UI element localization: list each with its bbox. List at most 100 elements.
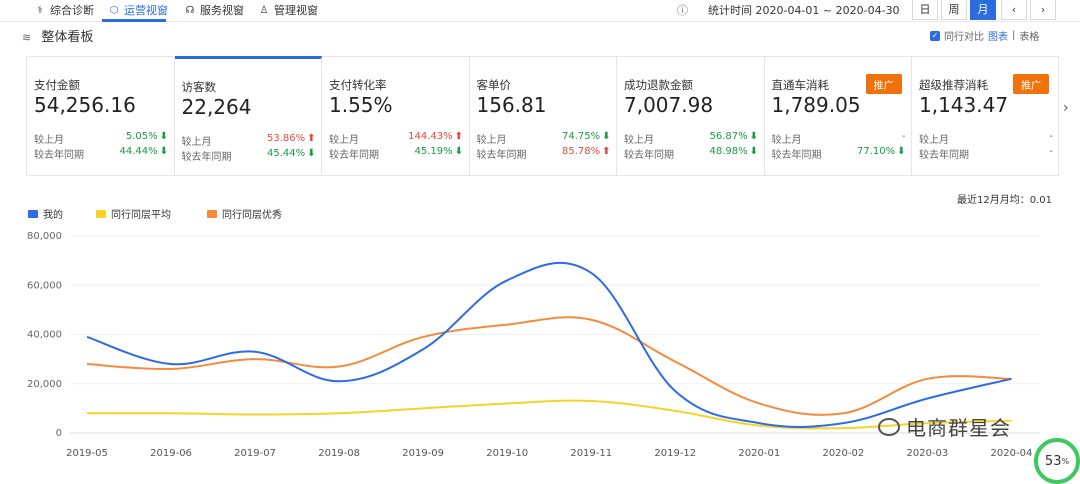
x-tick-label: 2020-01 — [738, 448, 780, 459]
kpi-yoy-label: 较去年同期 — [624, 150, 674, 161]
kpi-card[interactable]: 超级推荐消耗 1,143.47 推广 较上月 - 较去年同期 - — [912, 57, 1060, 175]
arrow-up-icon: ⬆ — [307, 133, 316, 144]
kpi-mom-label: 较上月 — [34, 135, 64, 146]
kpi-card[interactable]: 支付金额 54,256.16 较上月 5.05% ⬇ 较去年同期 44.44% ⬇ — [27, 57, 175, 175]
x-tick-label: 2019-09 — [402, 448, 444, 459]
promote-badge[interactable]: 推广 — [1013, 74, 1049, 94]
layers-icon: ≋ — [22, 31, 32, 44]
kpi-yoy-label: 较去年同期 — [181, 152, 232, 163]
kpi-yoy-value: 45.19% ⬇ — [414, 146, 463, 157]
tab-management[interactable]: ♙ 管理视窗 — [258, 2, 318, 18]
arrow-down-icon: ⬇ — [159, 131, 168, 142]
kpi-mom-label: 较上月 — [624, 135, 654, 146]
compare-toggle: ✓ 同行对比 图表 | 表格 — [930, 28, 1039, 43]
kpi-title: 超级推荐消耗 — [919, 78, 988, 92]
kpi-mom-label: 较上月 — [329, 135, 359, 146]
legend-label: 同行同层优秀 — [222, 210, 282, 221]
watermark-text: 电商群星会 — [906, 416, 1011, 440]
kpi-mom-row: 较上月 53.86% ⬆ — [182, 133, 316, 148]
x-tick-label: 2019-07 — [234, 448, 276, 459]
info-icon[interactable]: ⓘ — [677, 4, 688, 17]
kpi-value: 54,256.16 — [34, 93, 136, 117]
compare-label: 同行对比 — [944, 32, 984, 43]
kpi-card[interactable]: 支付转化率 1.55% 较上月 144.43% ⬆ 较去年同期 45.19% ⬇ — [322, 57, 470, 175]
tab-label: 管理视窗 — [274, 4, 318, 17]
kpi-mom-row: 较上月 56.87% ⬇ — [624, 131, 758, 146]
legend-item-top[interactable]: 同行同层优秀 — [207, 206, 282, 221]
kpi-title: 访客数 — [181, 80, 217, 94]
next-period-button[interactable]: › — [1030, 0, 1056, 20]
compare-checkbox[interactable]: ✓ — [930, 30, 940, 41]
kpi-title: 成功退款金额 — [624, 78, 693, 92]
y-tick-label: 60,000 — [27, 280, 62, 291]
arrow-down-icon: ⬇ — [307, 148, 316, 159]
kpi-yoy-pct: 45.19% — [414, 146, 453, 157]
kpi-mom-label: 较上月 — [181, 137, 212, 148]
active-tab-underline — [102, 19, 166, 22]
kpi-value: 156.81 — [476, 93, 547, 117]
series-line-avg — [86, 399, 1012, 430]
kpi-yoy-row: 较去年同期 77.10% ⬇ — [772, 146, 906, 161]
y-tick-label: 0 — [56, 428, 62, 439]
promote-badge[interactable]: 推广 — [865, 74, 902, 94]
kpi-value: 1,143.47 — [919, 93, 1009, 117]
kpi-yoy-value: - — [1049, 146, 1053, 157]
tab-diagnosis[interactable]: ⚕ 综合诊断 — [34, 2, 94, 18]
kpi-title: 支付转化率 — [329, 78, 387, 92]
top-nav: ⚕ 综合诊断 ⬡ 运营视窗 ☊ 服务视窗 ♙ 管理视窗 ⓘ 统计时间 2020-… — [0, 0, 1080, 22]
kpi-mom-value: 74.75% ⬇ — [562, 131, 611, 142]
legend-label: 我的 — [43, 210, 63, 221]
x-tick-label: 2020-02 — [822, 448, 864, 459]
kpi-yoy-pct: 44.44% — [119, 146, 158, 157]
wechat-icon — [878, 417, 900, 436]
x-tick-label: 2019-06 — [150, 448, 192, 459]
kpi-title: 直通车消耗 — [771, 78, 830, 92]
kpi-title: 支付金额 — [34, 78, 80, 92]
kpi-mom-pct: - — [901, 131, 906, 142]
chevron-right-icon[interactable]: › — [1063, 100, 1069, 116]
watermark: 电商群星会 — [878, 412, 1011, 441]
view-chart-link[interactable]: 图表 — [988, 32, 1008, 43]
legend-item-me[interactable]: 我的 — [28, 206, 63, 221]
kpi-mom-value: 144.43% ⬆ — [408, 131, 463, 142]
kpi-yoy-pct: 45.44% — [266, 148, 306, 159]
kpi-yoy-value: 48.98% ⬇ — [709, 146, 758, 157]
period-day-button[interactable]: 日 — [912, 0, 938, 20]
progress-value: 53 — [1044, 453, 1062, 469]
arrow-up-icon: ⬆ — [602, 146, 611, 157]
x-tick-label: 2019-12 — [654, 448, 696, 459]
tab-operations[interactable]: ⬡ 运营视窗 — [108, 2, 168, 18]
kpi-mom-value: 5.05% ⬇ — [126, 131, 168, 142]
legend-item-avg[interactable]: 同行同层平均 — [96, 206, 171, 221]
kpi-card[interactable]: 成功退款金额 7,007.98 较上月 56.87% ⬇ 较去年同期 48.98% ⬇ — [617, 57, 765, 175]
kpi-yoy-label: 较去年同期 — [919, 150, 969, 161]
progress-indicator[interactable]: 53% — [1034, 438, 1080, 484]
prev-period-button[interactable]: ‹ — [1001, 0, 1027, 20]
period-week-button[interactable]: 周 — [941, 0, 967, 20]
kpi-value: 22,264 — [181, 95, 252, 119]
stat-time: 统计时间 2020-04-01 ~ 2020-04-30 — [708, 4, 900, 17]
tab-label: 服务视窗 — [200, 4, 244, 17]
section-header: ≋ 整体看板 — [22, 26, 93, 45]
headset-icon: ☊ — [185, 4, 195, 16]
kpi-yoy-row: 较去年同期 45.19% ⬇ — [329, 146, 463, 161]
progress-unit: % — [1061, 456, 1070, 466]
kpi-card[interactable]: 客单价 156.81 较上月 74.75% ⬇ 较去年同期 85.78% ⬆ — [470, 57, 617, 175]
view-table-link[interactable]: 表格 — [1019, 32, 1040, 43]
kpi-yoy-label: 较去年同期 — [476, 150, 527, 161]
kpi-card[interactable]: 访客数 22,264 较上月 53.86% ⬆ 较去年同期 45.44% ⬇ — [174, 56, 322, 174]
kpi-mom-label: 较上月 — [771, 135, 802, 146]
kpi-yoy-pct: 77.10% — [856, 146, 896, 157]
kpi-mom-pct: 74.75% — [561, 131, 601, 142]
x-tick-label: 2020-03 — [907, 448, 949, 459]
kpi-card[interactable]: 直通车消耗 1,789.05 推广较上月 - 较去年同期 77.10% ⬇ — [765, 57, 912, 175]
kpi-value: 1,789.05 — [771, 93, 861, 117]
arrow-up-icon: ⬆ — [454, 131, 463, 142]
kpi-mom-value: - — [902, 131, 906, 142]
kpi-mom-row: 较上月 5.05% ⬇ — [34, 131, 168, 146]
period-month-button[interactable]: 月 — [970, 0, 996, 20]
x-tick-label: 2020-04 — [991, 448, 1033, 459]
tab-service[interactable]: ☊ 服务视窗 — [184, 2, 244, 18]
kpi-yoy-pct: - — [1049, 146, 1053, 157]
legend-swatch — [28, 209, 38, 218]
